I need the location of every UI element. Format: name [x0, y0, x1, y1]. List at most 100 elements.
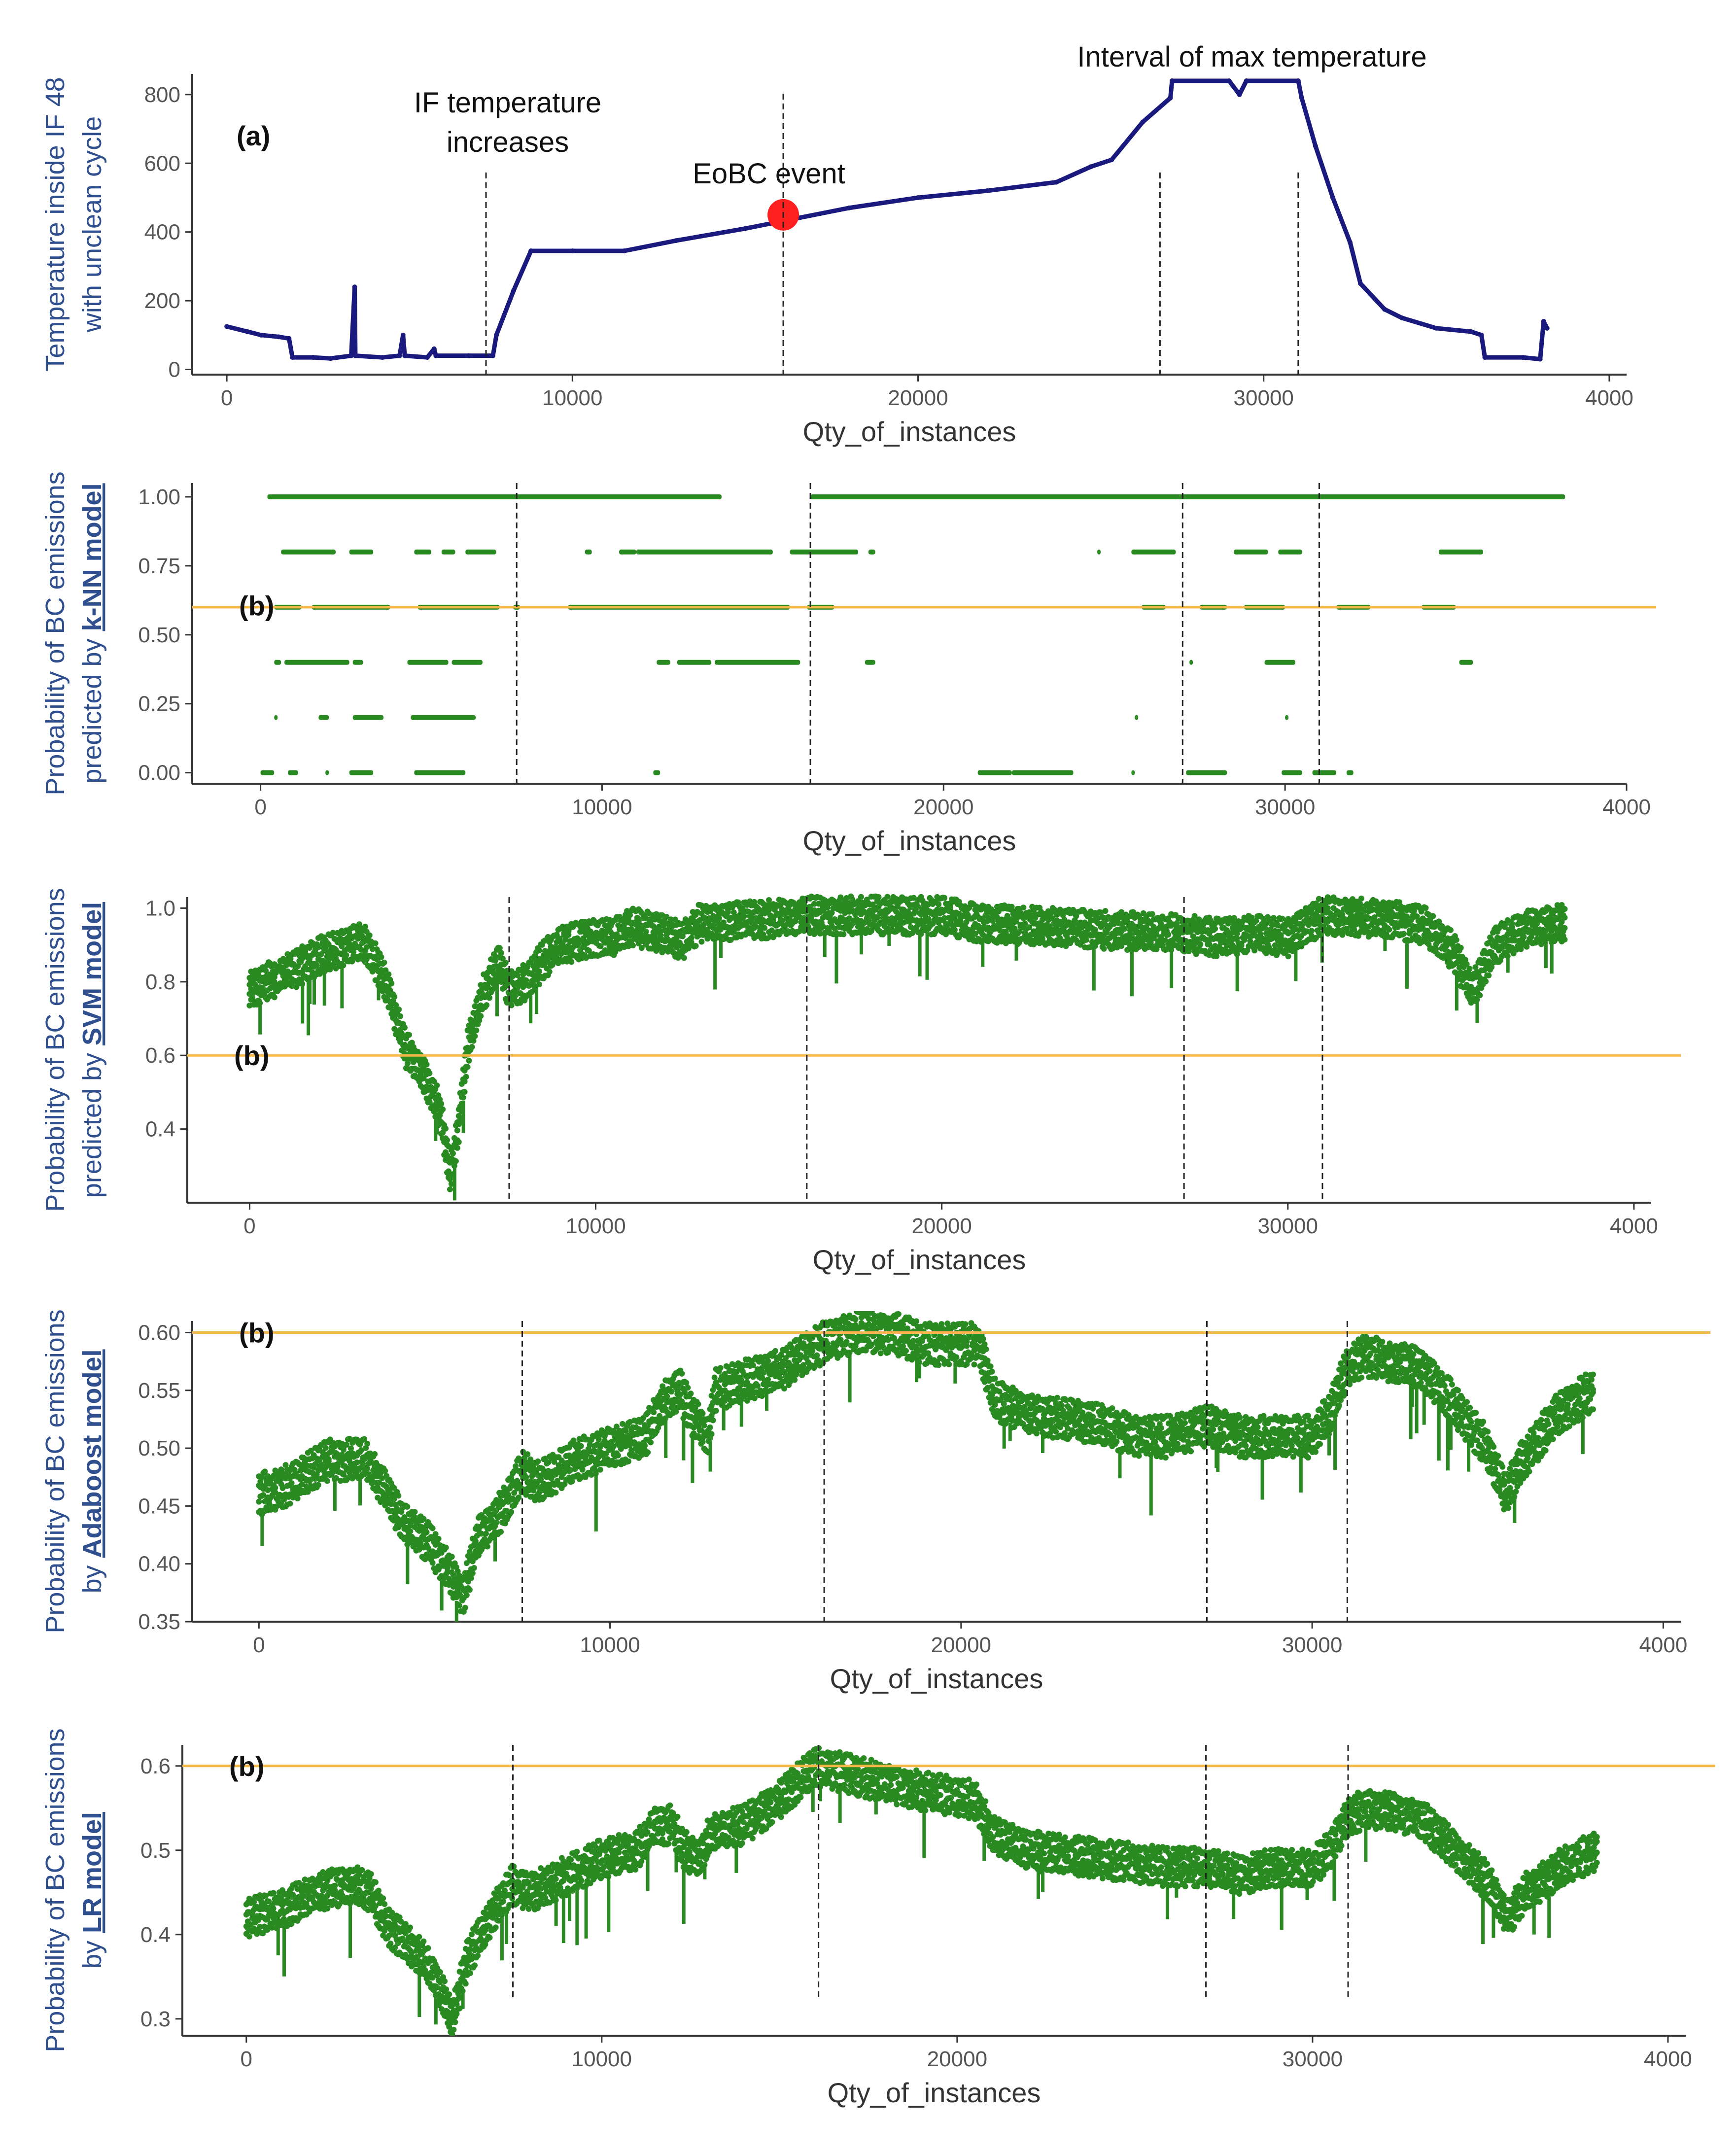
y-axis-label-model: SVM model — [77, 902, 107, 1045]
data-segment — [267, 494, 722, 499]
data-point — [279, 1485, 286, 1492]
data-point — [1521, 934, 1527, 940]
data-outlier — [461, 1101, 465, 1133]
x-tick-label: 0 — [253, 1633, 265, 1657]
data-point — [1462, 974, 1468, 981]
data-point — [889, 915, 895, 921]
data-point — [1433, 946, 1439, 952]
y-axis-label-line1: Temperature inside IF 48 — [40, 77, 70, 371]
data-point — [378, 954, 384, 960]
data-point — [588, 1472, 594, 1478]
data-point — [498, 1528, 504, 1535]
data-point — [1185, 948, 1192, 955]
data-point — [941, 915, 948, 921]
data-point — [313, 951, 320, 958]
x-tick-label: 10000 — [580, 1633, 640, 1657]
data-point — [658, 933, 664, 939]
data-point — [659, 949, 665, 956]
data-point — [720, 919, 727, 926]
data-point — [874, 914, 880, 921]
data-point — [1524, 943, 1530, 950]
data-point — [941, 895, 948, 901]
data-point — [1436, 918, 1442, 925]
data-point — [552, 943, 558, 950]
data-point — [404, 1503, 411, 1510]
data-point — [545, 1459, 552, 1465]
data-point — [511, 1468, 518, 1474]
data-outlier — [918, 930, 922, 976]
data-outlier — [1405, 937, 1409, 989]
data-point — [564, 1459, 571, 1466]
data-outlier — [1130, 945, 1134, 997]
data-point — [1278, 932, 1284, 938]
data-point — [1415, 935, 1422, 941]
data-point — [484, 1543, 490, 1550]
data-point — [514, 985, 521, 991]
data-point — [483, 1530, 489, 1537]
data-point — [431, 1078, 437, 1084]
data-point — [1551, 938, 1558, 944]
data-point — [462, 1604, 468, 1611]
data-point — [454, 1145, 460, 1151]
data-point — [1272, 942, 1278, 948]
x-tick-label: 4000 — [1602, 795, 1651, 819]
data-point — [388, 1501, 394, 1507]
data-point — [252, 982, 259, 988]
data-point — [322, 1445, 329, 1451]
data-point — [362, 923, 368, 930]
y-tick-label: 800 — [144, 83, 180, 107]
data-point — [498, 950, 504, 956]
data-point — [449, 1554, 455, 1560]
data-point — [1348, 240, 1353, 245]
y-tick-label: 0.8 — [145, 970, 175, 994]
x-tick-label: 0 — [243, 1214, 255, 1238]
chart-panels: 0 10000 20000 30000 40000200400600800Qty_of_… — [40, 74, 1715, 2108]
data-point — [348, 353, 354, 358]
data-point — [486, 995, 493, 1001]
y-tick-label: 1.0 — [145, 896, 175, 920]
data-point — [1197, 941, 1204, 947]
data-point — [268, 984, 275, 991]
data-point — [1149, 911, 1155, 917]
data-point — [364, 1465, 371, 1472]
data-point — [535, 1458, 541, 1464]
data-point — [470, 1038, 477, 1044]
data-segment — [868, 549, 875, 555]
data-segment — [1346, 770, 1354, 775]
y-tick-label: 0.40 — [138, 1552, 180, 1576]
y-tick-label: 0.50 — [138, 1436, 180, 1460]
data-point — [651, 1409, 657, 1416]
chart-panel-knn: 0 10000 20000 30000 40000.000.250.500.751.00… — [40, 471, 1656, 856]
data-point — [624, 908, 630, 914]
data-outlier — [452, 1166, 456, 1201]
data-point — [271, 994, 278, 1001]
data-point — [388, 980, 395, 987]
data-point — [423, 1061, 430, 1068]
data-point — [1434, 325, 1439, 331]
data-point — [471, 1565, 477, 1571]
data-segment — [274, 660, 281, 665]
data-point — [584, 1451, 590, 1458]
x-axis-label: Qty_of_instances — [830, 1663, 1043, 1694]
data-point — [604, 1456, 611, 1462]
data-outlier — [535, 984, 539, 1014]
data-point — [709, 931, 715, 937]
data-outlier — [1014, 939, 1018, 961]
data-point — [425, 1545, 431, 1551]
data-point — [337, 1478, 344, 1484]
data-point — [1270, 915, 1277, 921]
data-point — [1147, 939, 1154, 946]
data-point — [454, 1127, 460, 1134]
data-point — [1008, 903, 1015, 910]
data-segment — [451, 660, 483, 665]
data-point — [271, 979, 278, 985]
data-point — [536, 981, 543, 988]
data-outlier — [358, 1476, 362, 1506]
data-point — [665, 930, 671, 936]
data-point — [1285, 953, 1291, 960]
data-point — [995, 908, 1002, 915]
data-point — [1466, 966, 1473, 972]
data-point — [1004, 933, 1010, 939]
data-point — [1344, 926, 1350, 932]
data-point — [1234, 931, 1240, 937]
